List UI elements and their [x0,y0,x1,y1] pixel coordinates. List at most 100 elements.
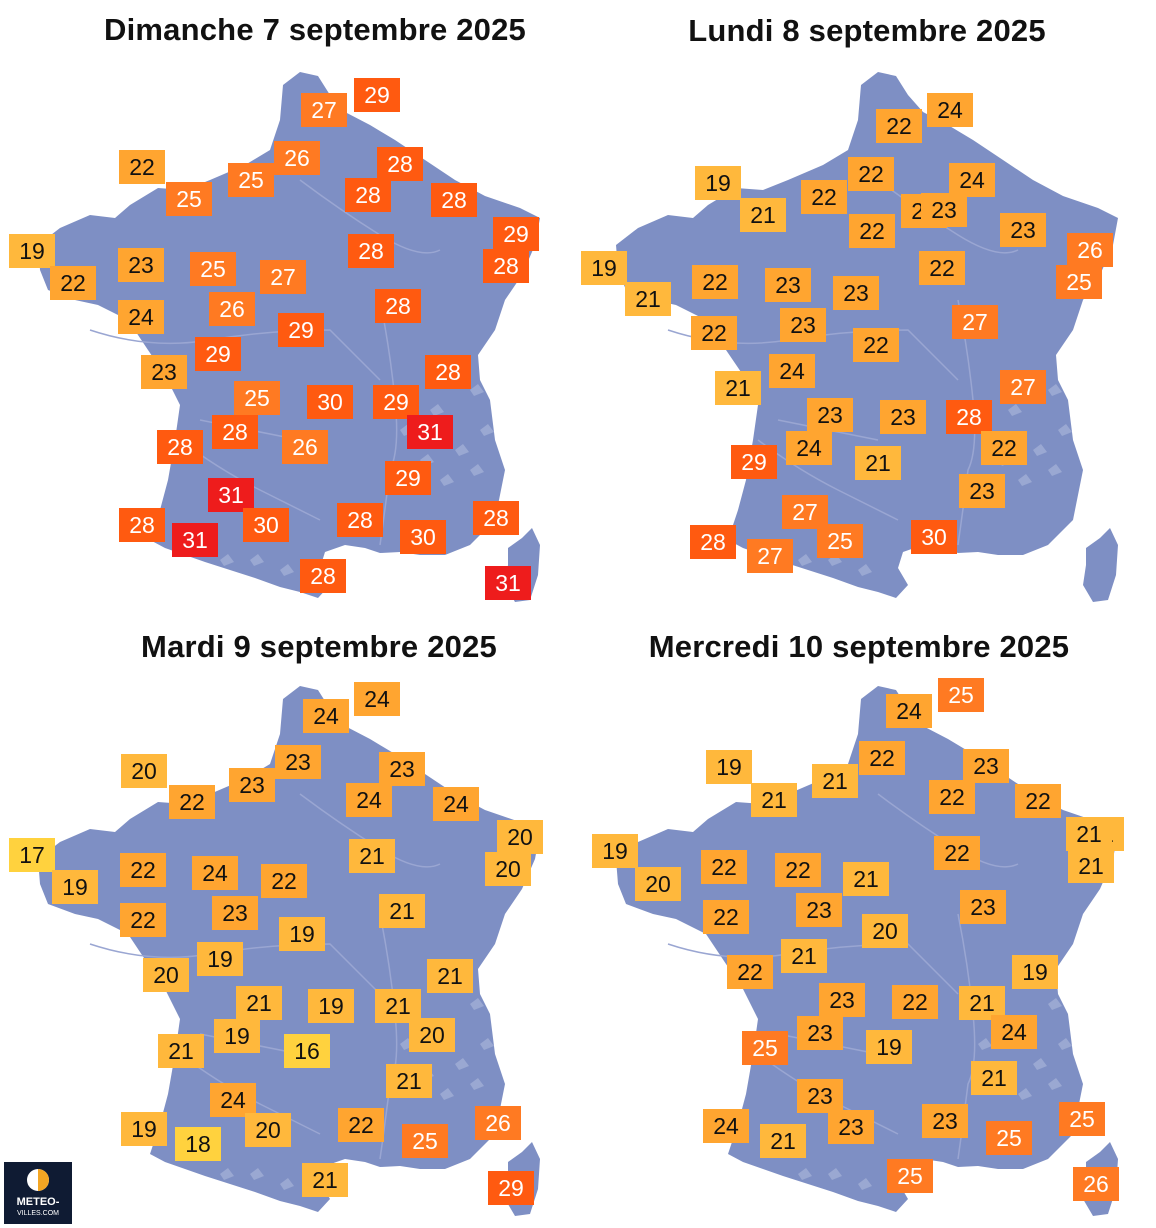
temperature-label: 21 [375,989,421,1023]
relief-mark [280,564,294,576]
temperature-label: 28 [348,234,394,268]
temperature-label: 25 [190,252,236,286]
temperature-label: 19 [197,942,243,976]
temperature-label: 23 [921,193,967,227]
relief-mark [480,1038,494,1050]
relief-mark [1048,464,1062,476]
temperature-label: 23 [797,1079,843,1113]
relief-mark [1008,404,1022,416]
temperature-label: 21 [1068,849,1114,883]
map-title: Dimanche 7 septembre 2025 [104,12,526,47]
relief-mark [1033,1058,1047,1070]
relief-mark [430,404,444,416]
temperature-label: 20 [635,867,681,901]
temperature-label: 21 [855,446,901,480]
temperature-label: 23 [828,1110,874,1144]
temperature-label: 24 [346,783,392,817]
temperature-label: 23 [1000,213,1046,247]
temperature-label: 25 [1059,1102,1105,1136]
temperature-label: 24 [210,1083,256,1117]
temperature-label: 29 [385,461,431,495]
temperature-label: 22 [1015,784,1061,818]
temperature-label: 22 [848,157,894,191]
temperature-label: 20 [121,754,167,788]
relief-mark [470,998,484,1010]
temperature-label: 23 [880,400,926,434]
temperature-label: 27 [747,539,793,573]
temperature-label: 21 [349,839,395,873]
logo-text: METEO- [16,1196,60,1208]
temperature-label: 25 [234,381,280,415]
temperature-label: 23 [807,398,853,432]
temperature-label: 24 [927,93,973,127]
temperature-label: 22 [853,328,899,362]
river-line [757,439,899,521]
temperature-label: 25 [817,524,863,558]
temperature-label: 20 [485,852,531,886]
temperature-label: 21 [386,1064,432,1098]
relief-mark [470,464,484,476]
temperature-label: 23 [275,745,321,779]
logo-subtext: VILLES.COM [16,1210,59,1217]
temperature-label: 21 [740,198,786,232]
temperature-label: 23 [780,308,826,342]
river-line [379,913,398,1160]
temperature-label: 21 [760,1124,806,1158]
temperature-label: 21 [302,1163,348,1197]
temperature-label: 28 [212,415,258,449]
temperature-label: 18 [175,1127,221,1161]
temperature-label: 23 [765,268,811,302]
temperature-label: 19 [9,234,55,268]
temperature-label: 20 [497,820,543,854]
temperature-label: 25 [938,678,984,712]
river-line [89,943,381,995]
map-panel-tuesday: Mardi 9 septembre 2025 24 24 20 22 23 23 23 24 2… [0,614,578,1228]
temperature-label: 23 [963,749,1009,783]
temperature-label: 31 [208,478,254,512]
map-title: Mardi 9 septembre 2025 [141,629,497,664]
temperature-label: 21 [715,371,761,405]
temperature-label: 21 [1066,817,1112,851]
relief-mark [858,564,872,576]
temperature-label: 26 [274,141,320,175]
temperature-label: 24 [703,1109,749,1143]
temperature-label: 22 [691,316,737,350]
map-title: Mercredi 10 septembre 2025 [648,629,1070,664]
temperature-label: 19 [581,251,627,285]
relief-mark [470,384,484,396]
temperature-label: 19 [866,1030,912,1064]
temperature-label: 21 [379,894,425,928]
temperature-label: 22 [775,853,821,887]
temperature-label: 31 [485,566,531,600]
temperature-label: 27 [260,260,306,294]
relief-mark [798,1168,812,1180]
temperature-label: 19 [695,166,741,200]
temperature-label: 19 [214,1019,260,1053]
relief-mark [480,424,494,436]
temperature-label: 21 [843,862,889,896]
temperature-label: 28 [690,525,736,559]
relief-mark [1048,998,1062,1010]
temperature-label: 24 [786,431,832,465]
temperature-label: 23 [379,752,425,786]
temperature-label: 29 [373,385,419,419]
temperature-label: 28 [431,183,477,217]
temperature-label: 25 [742,1031,788,1065]
temperature-label: 27 [1000,370,1046,404]
relief-mark [1048,384,1062,396]
temperature-label: 24 [949,163,995,197]
relief-mark [440,474,454,486]
temperature-label: 20 [143,958,189,992]
temperature-label: 27 [952,305,998,339]
temperature-label: 23 [833,276,879,310]
temperature-label: 29 [493,217,539,251]
temperature-label: 22 [801,180,847,214]
temperature-label: 21 [427,959,473,993]
temperature-label: 30 [400,520,446,554]
temperature-label: 21 [781,939,827,973]
temperature-label: 22 [50,266,96,300]
temperature-label: 22 [261,864,307,898]
temperature-label: 23 [960,890,1006,924]
temperature-label: 30 [243,508,289,542]
temperature-label: 19 [52,870,98,904]
